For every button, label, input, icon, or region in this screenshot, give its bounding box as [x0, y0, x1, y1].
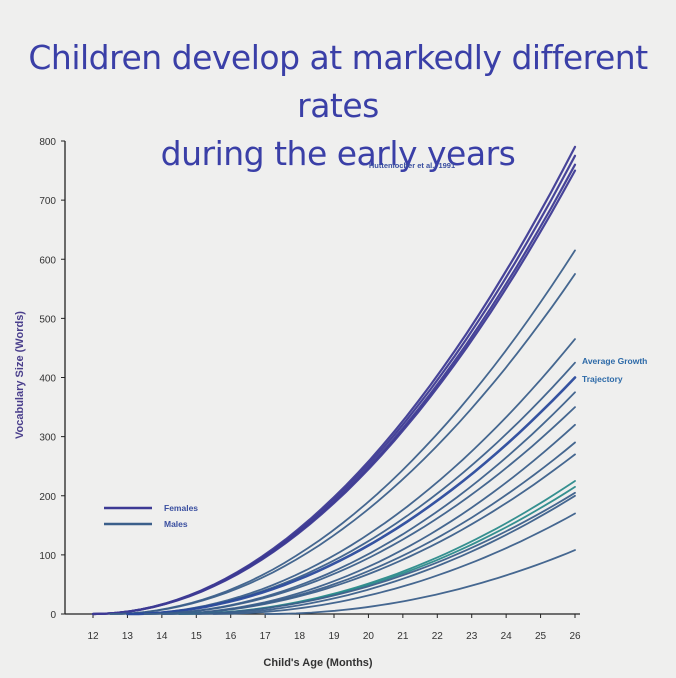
y-tick-label: 400	[39, 374, 56, 385]
x-tick-label: 24	[501, 631, 513, 642]
series-line-male	[264, 549, 576, 615]
y-tick-label: 100	[39, 551, 56, 562]
series-line-male	[160, 453, 576, 615]
y-tick-label: 0	[50, 610, 56, 621]
series-line-male	[143, 406, 576, 615]
y-tick-label: 500	[39, 314, 56, 325]
series-line-male	[109, 273, 576, 615]
series-line-male	[126, 338, 576, 615]
series-line-female	[91, 145, 577, 616]
x-tick-label: 12	[87, 631, 99, 642]
series-line-male	[195, 494, 576, 615]
series-line-female	[91, 163, 577, 616]
y-tick-label: 200	[39, 492, 56, 503]
x-tick-label: 23	[466, 631, 478, 642]
citation-label: Huttenlocher et al., 1991	[369, 161, 455, 170]
x-tick-label: 17	[260, 631, 272, 642]
x-tick-label: 21	[397, 631, 409, 642]
y-tick-label: 300	[39, 433, 56, 444]
title-line-1: Children develop at markedly different r…	[28, 38, 648, 125]
x-tick-label: 13	[122, 631, 134, 642]
x-tick-label: 15	[191, 631, 203, 642]
axes-layer	[61, 140, 580, 618]
x-tick-label: 20	[363, 631, 375, 642]
series-line-male	[143, 391, 576, 615]
series-line-male	[126, 361, 576, 615]
series-layer	[91, 145, 577, 616]
y-tick-label: 700	[39, 196, 56, 207]
x-tick-label: 14	[156, 631, 168, 642]
title-line-2: during the early years	[160, 134, 516, 173]
y-tick-label: 600	[39, 255, 56, 266]
x-tick-label: 22	[432, 631, 444, 642]
x-tick-label: 18	[294, 631, 306, 642]
slide-title: Children develop at markedly different r…	[0, 34, 676, 178]
x-tick-label: 25	[535, 631, 547, 642]
legend-label: Females	[164, 503, 198, 513]
series-line-female	[91, 154, 577, 616]
annotation-line-2: Trajectory	[582, 374, 623, 384]
x-tick-label: 26	[569, 631, 581, 642]
annotation-line-1: Average Growth	[582, 356, 647, 366]
series-line-male	[178, 491, 576, 615]
series-line-female	[91, 169, 577, 616]
legend-label: Males	[164, 519, 188, 529]
series-line-average	[126, 376, 577, 616]
y-axis-title: Vocabulary Size (Words)	[14, 311, 26, 439]
y-tick-label: 800	[39, 137, 56, 148]
x-axis-title: Child's Age (Months)	[263, 657, 372, 669]
label-layer: 0 100 200 300 400 500 600 700 800 12 13 14 15 16 17 18 1…	[14, 137, 647, 669]
x-tick-label: 19	[328, 631, 340, 642]
x-tick-label: 16	[225, 631, 237, 642]
series-line-highlight	[178, 485, 576, 615]
series-line-male	[212, 512, 576, 615]
